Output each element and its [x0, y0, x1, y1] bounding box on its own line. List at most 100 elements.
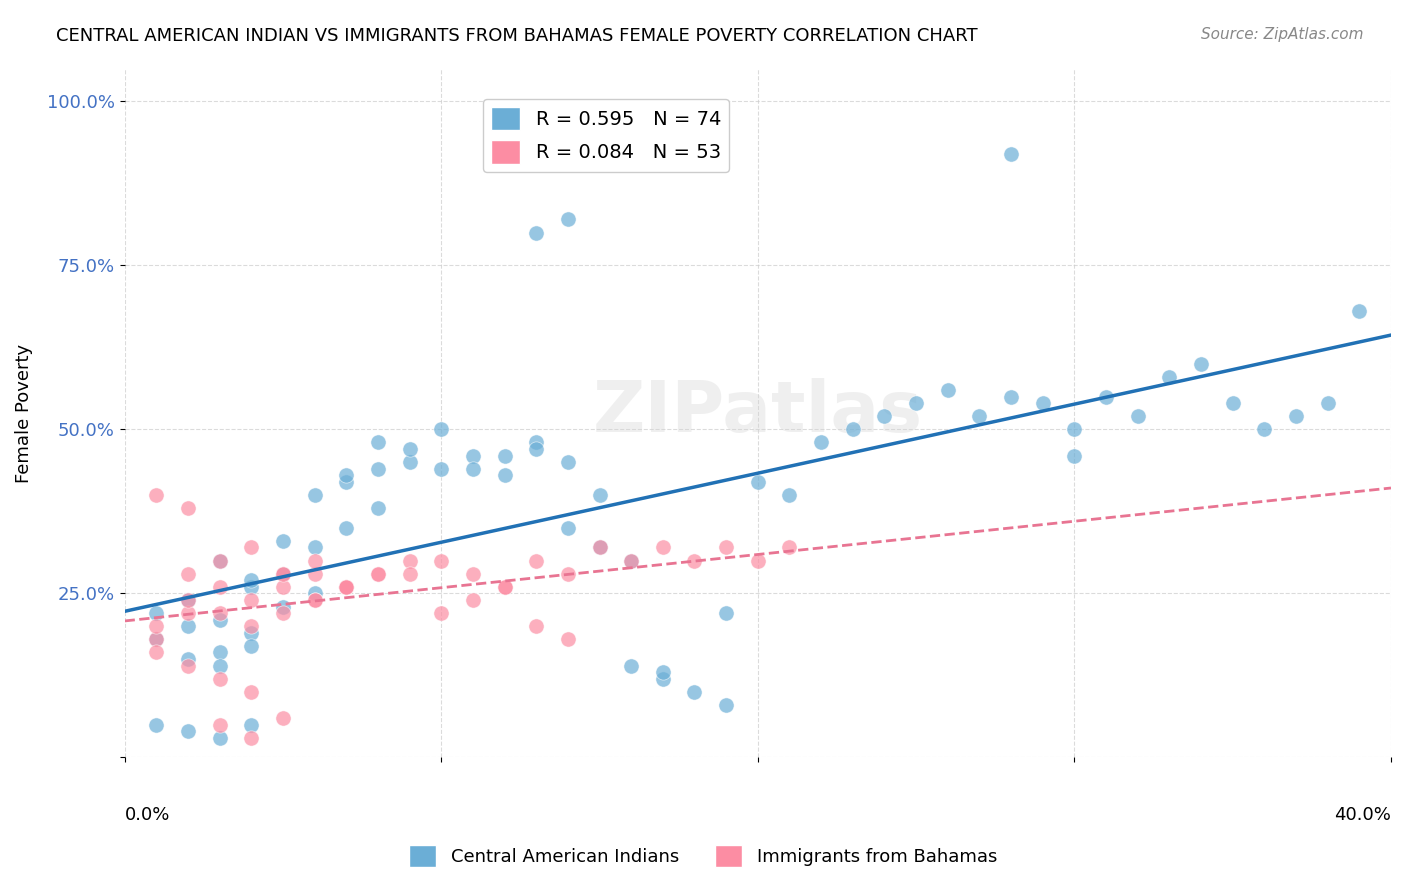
Point — [145, 632, 167, 647]
Point — [747, 553, 769, 567]
Point — [557, 212, 579, 227]
Point — [557, 566, 579, 581]
Point — [177, 606, 200, 620]
Point — [367, 435, 389, 450]
Point — [620, 553, 643, 567]
Point — [1000, 146, 1022, 161]
Point — [524, 435, 547, 450]
Point — [335, 521, 357, 535]
Point — [557, 455, 579, 469]
Point — [461, 593, 484, 607]
Point — [524, 442, 547, 456]
Point — [1063, 449, 1085, 463]
Point — [208, 672, 231, 686]
Point — [969, 409, 991, 424]
Point — [145, 619, 167, 633]
Text: CENTRAL AMERICAN INDIAN VS IMMIGRANTS FROM BAHAMAS FEMALE POVERTY CORRELATION CH: CENTRAL AMERICAN INDIAN VS IMMIGRANTS FR… — [56, 27, 977, 45]
Point — [1253, 422, 1275, 436]
Point — [430, 422, 453, 436]
Point — [714, 606, 737, 620]
Point — [335, 468, 357, 483]
Point — [367, 501, 389, 516]
Point — [208, 613, 231, 627]
Point — [304, 488, 326, 502]
Point — [271, 606, 294, 620]
Point — [1189, 357, 1212, 371]
Point — [177, 593, 200, 607]
Point — [461, 449, 484, 463]
Point — [524, 619, 547, 633]
Point — [398, 455, 420, 469]
Point — [208, 717, 231, 731]
Point — [367, 461, 389, 475]
Point — [683, 553, 706, 567]
Point — [208, 658, 231, 673]
Text: Source: ZipAtlas.com: Source: ZipAtlas.com — [1201, 27, 1364, 42]
Point — [430, 606, 453, 620]
Point — [177, 724, 200, 739]
Point — [335, 580, 357, 594]
Point — [177, 501, 200, 516]
Point — [1032, 396, 1054, 410]
Point — [651, 672, 673, 686]
Point — [747, 475, 769, 489]
Point — [208, 553, 231, 567]
Point — [873, 409, 896, 424]
Point — [208, 606, 231, 620]
Point — [208, 645, 231, 659]
Point — [240, 639, 263, 653]
Point — [936, 383, 959, 397]
Point — [714, 698, 737, 712]
Point — [1095, 390, 1118, 404]
Point — [842, 422, 865, 436]
Point — [335, 475, 357, 489]
Point — [588, 541, 610, 555]
Point — [240, 541, 263, 555]
Point — [145, 645, 167, 659]
Point — [557, 521, 579, 535]
Legend: R = 0.595   N = 74, R = 0.084   N = 53: R = 0.595 N = 74, R = 0.084 N = 53 — [484, 99, 728, 171]
Point — [240, 574, 263, 588]
Point — [461, 461, 484, 475]
Point — [177, 593, 200, 607]
Point — [271, 599, 294, 614]
Legend: Central American Indians, Immigrants from Bahamas: Central American Indians, Immigrants fro… — [402, 838, 1004, 874]
Y-axis label: Female Poverty: Female Poverty — [15, 343, 32, 483]
Point — [1348, 304, 1371, 318]
Point — [461, 566, 484, 581]
Point — [304, 541, 326, 555]
Point — [683, 685, 706, 699]
Point — [145, 632, 167, 647]
Point — [588, 488, 610, 502]
Text: 40.0%: 40.0% — [1334, 805, 1391, 823]
Point — [335, 580, 357, 594]
Point — [304, 566, 326, 581]
Point — [271, 711, 294, 725]
Text: ZIPatlas: ZIPatlas — [593, 378, 922, 448]
Point — [177, 619, 200, 633]
Point — [304, 593, 326, 607]
Point — [208, 580, 231, 594]
Point — [557, 632, 579, 647]
Point — [651, 541, 673, 555]
Point — [367, 566, 389, 581]
Point — [398, 553, 420, 567]
Point — [494, 580, 516, 594]
Point — [240, 731, 263, 745]
Point — [335, 580, 357, 594]
Point — [494, 468, 516, 483]
Point — [304, 586, 326, 600]
Point — [1000, 390, 1022, 404]
Point — [271, 566, 294, 581]
Point — [494, 449, 516, 463]
Point — [240, 717, 263, 731]
Point — [1126, 409, 1149, 424]
Point — [778, 541, 800, 555]
Point — [620, 658, 643, 673]
Point — [494, 580, 516, 594]
Point — [810, 435, 832, 450]
Point — [398, 442, 420, 456]
Point — [1285, 409, 1308, 424]
Point — [271, 580, 294, 594]
Point — [177, 658, 200, 673]
